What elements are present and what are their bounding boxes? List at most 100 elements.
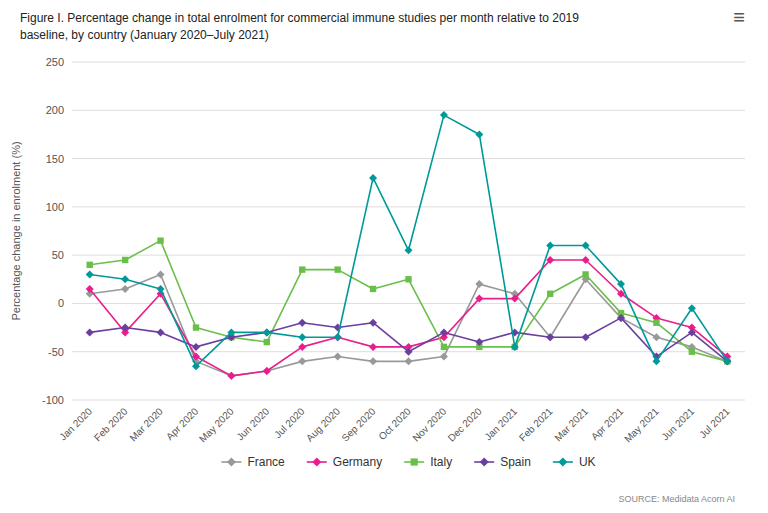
line — [90, 115, 728, 366]
marker — [652, 357, 660, 365]
marker — [582, 271, 588, 277]
marker — [334, 266, 340, 272]
legend-marker — [411, 458, 418, 465]
marker — [405, 246, 413, 254]
legend-marker — [227, 458, 236, 467]
x-tick-label: Mar 2020 — [127, 405, 165, 443]
marker — [86, 328, 94, 336]
marker — [511, 295, 519, 303]
legend-item: Spain — [474, 455, 531, 469]
marker — [121, 324, 129, 332]
marker — [653, 320, 659, 326]
y-axis-label: Percentage change in enrolment (%) — [10, 141, 22, 320]
plot-area — [86, 111, 732, 380]
background — [0, 0, 768, 513]
marker — [369, 357, 377, 365]
legend-marker — [480, 458, 489, 467]
y-tick-label: -100 — [42, 394, 64, 406]
grid-line — [72, 400, 745, 401]
marker — [298, 357, 306, 365]
marker — [369, 174, 377, 182]
legend-marker — [558, 458, 567, 467]
marker — [512, 344, 518, 350]
marker — [475, 338, 483, 346]
marker — [546, 241, 554, 249]
subtitle: baseline, by country (January 2020–July … — [20, 28, 269, 42]
y-tick-label: 200 — [46, 104, 64, 116]
marker — [86, 270, 94, 278]
marker — [582, 256, 590, 264]
series — [86, 314, 732, 365]
marker — [617, 314, 625, 322]
marker — [511, 343, 519, 351]
legend-item: UK — [553, 455, 596, 469]
marker — [298, 319, 306, 327]
marker — [334, 353, 342, 361]
marker — [298, 333, 306, 341]
marker — [652, 333, 660, 341]
x-tick-label: Jan 2020 — [57, 405, 94, 442]
x-tick-label: Jun 2021 — [659, 405, 696, 442]
marker — [617, 280, 625, 288]
grid-line — [72, 255, 745, 256]
x-tick-label: Dec 2020 — [446, 405, 484, 443]
marker — [405, 357, 413, 365]
marker — [369, 319, 377, 327]
legend-label: Italy — [430, 455, 452, 469]
x-tick-label: Jul 2021 — [697, 405, 732, 440]
marker — [546, 256, 554, 264]
line — [90, 260, 728, 376]
legend-label: UK — [579, 455, 596, 469]
marker — [157, 328, 165, 336]
grid-line — [72, 110, 745, 111]
marker — [227, 372, 235, 380]
marker — [157, 285, 165, 293]
marker — [475, 295, 483, 303]
x-tick-label: Feb 2021 — [517, 405, 555, 443]
x-tick-label: Jul 2020 — [272, 405, 307, 440]
x-tick-label: Sep 2020 — [339, 405, 377, 443]
x-tick-label: Aug 2020 — [304, 405, 342, 443]
marker — [227, 372, 235, 380]
grid-line — [72, 62, 745, 63]
legend-label: Germany — [333, 455, 382, 469]
marker — [298, 343, 306, 351]
marker — [369, 343, 377, 351]
x-tick-label: Jan 2021 — [482, 405, 519, 442]
marker — [546, 333, 554, 341]
marker — [122, 257, 128, 263]
line — [90, 318, 728, 361]
y-tick-label: -50 — [48, 346, 64, 358]
source-note: SOURCE: Medidata Acorn AI — [618, 494, 735, 504]
chart: Figure I. Percentage change in total enr… — [0, 0, 768, 513]
legend: France Germany Italy Spain UK — [221, 455, 595, 469]
x-tick-label: Oct 2020 — [376, 405, 413, 442]
marker — [441, 344, 447, 350]
marker — [263, 367, 271, 375]
y-tick-label: 100 — [46, 201, 64, 213]
marker — [87, 262, 93, 268]
marker — [370, 286, 376, 292]
marker — [440, 353, 448, 361]
legend-label: Spain — [500, 455, 531, 469]
marker — [546, 333, 554, 341]
x-tick-label: Apr 2021 — [589, 405, 626, 442]
marker — [86, 285, 94, 293]
marker — [475, 280, 483, 288]
marker — [263, 328, 271, 336]
marker — [582, 241, 590, 249]
legend-label: France — [247, 455, 285, 469]
x-tick-label: Nov 2020 — [410, 405, 448, 443]
marker — [475, 130, 483, 138]
x-tick-label: Jun 2020 — [234, 405, 271, 442]
legend-item: Germany — [307, 455, 382, 469]
y-tick-label: 250 — [46, 56, 64, 68]
title: Figure I. Percentage change in total enr… — [20, 11, 579, 25]
grid-line — [72, 158, 745, 159]
marker — [440, 328, 448, 336]
marker — [688, 304, 696, 312]
legend-item: Italy — [404, 455, 452, 469]
x-tick-label: Feb 2020 — [92, 405, 130, 443]
marker — [299, 266, 305, 272]
y-tick-label: 50 — [52, 249, 64, 261]
